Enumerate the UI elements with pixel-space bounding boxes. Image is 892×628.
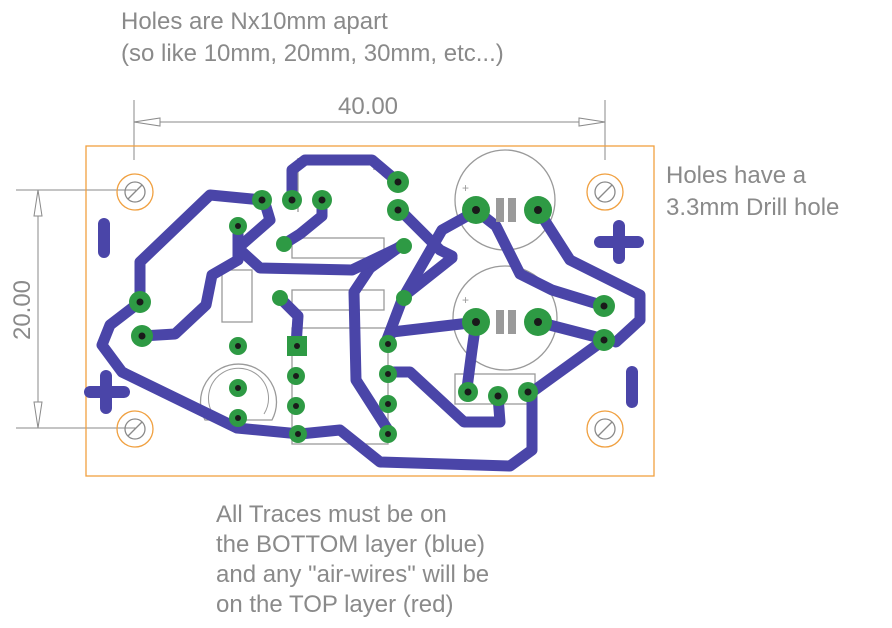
- height-dimension: [16, 189, 136, 429]
- hole-spacing-note-line-2: (so like 10mm, 20mm, 30mm, etc...): [121, 40, 504, 67]
- hole-spacing-note-line-1: Holes are Nx10mm apart: [121, 8, 388, 35]
- mounting-hole-bottom-right: [586, 410, 624, 448]
- trace-layer-note-line-3: and any "air-wires" will be: [216, 561, 490, 588]
- mounting-hole-top-right: [586, 173, 624, 211]
- board-outline: [85, 145, 655, 477]
- trace-layer-note-line-1: All Traces must be on: [216, 501, 447, 528]
- height-dimension-label: 20.00: [9, 280, 36, 340]
- trace-layer-note-line-4: on the TOP layer (red): [216, 591, 454, 618]
- trace-layer-note: All Traces must be on the BOTTOM layer (…: [216, 500, 489, 620]
- silkscreen: + +: [199, 149, 558, 445]
- width-dimension: [133, 100, 606, 160]
- width-dimension-label: 40.00: [338, 93, 398, 120]
- trace-layer-note-line-2: the BOTTOM layer (blue): [216, 531, 485, 558]
- mounting-hole-bottom-left: [116, 410, 154, 448]
- pads: [129, 171, 615, 443]
- drill-hole-note-line-1: Holes have a: [666, 162, 807, 189]
- drill-hole-note: Holes have a 3.3mm Drill hole: [666, 160, 839, 224]
- svg-text:+: +: [462, 181, 469, 195]
- svg-text:+: +: [462, 293, 469, 307]
- drill-hole-note-line-2: 3.3mm Drill hole: [666, 194, 840, 221]
- mounting-hole-top-left: [116, 173, 154, 211]
- hole-spacing-note: Holes are Nx10mm apart (so like 10mm, 20…: [121, 6, 504, 70]
- mounting-holes: [116, 173, 624, 448]
- traces: [84, 154, 646, 472]
